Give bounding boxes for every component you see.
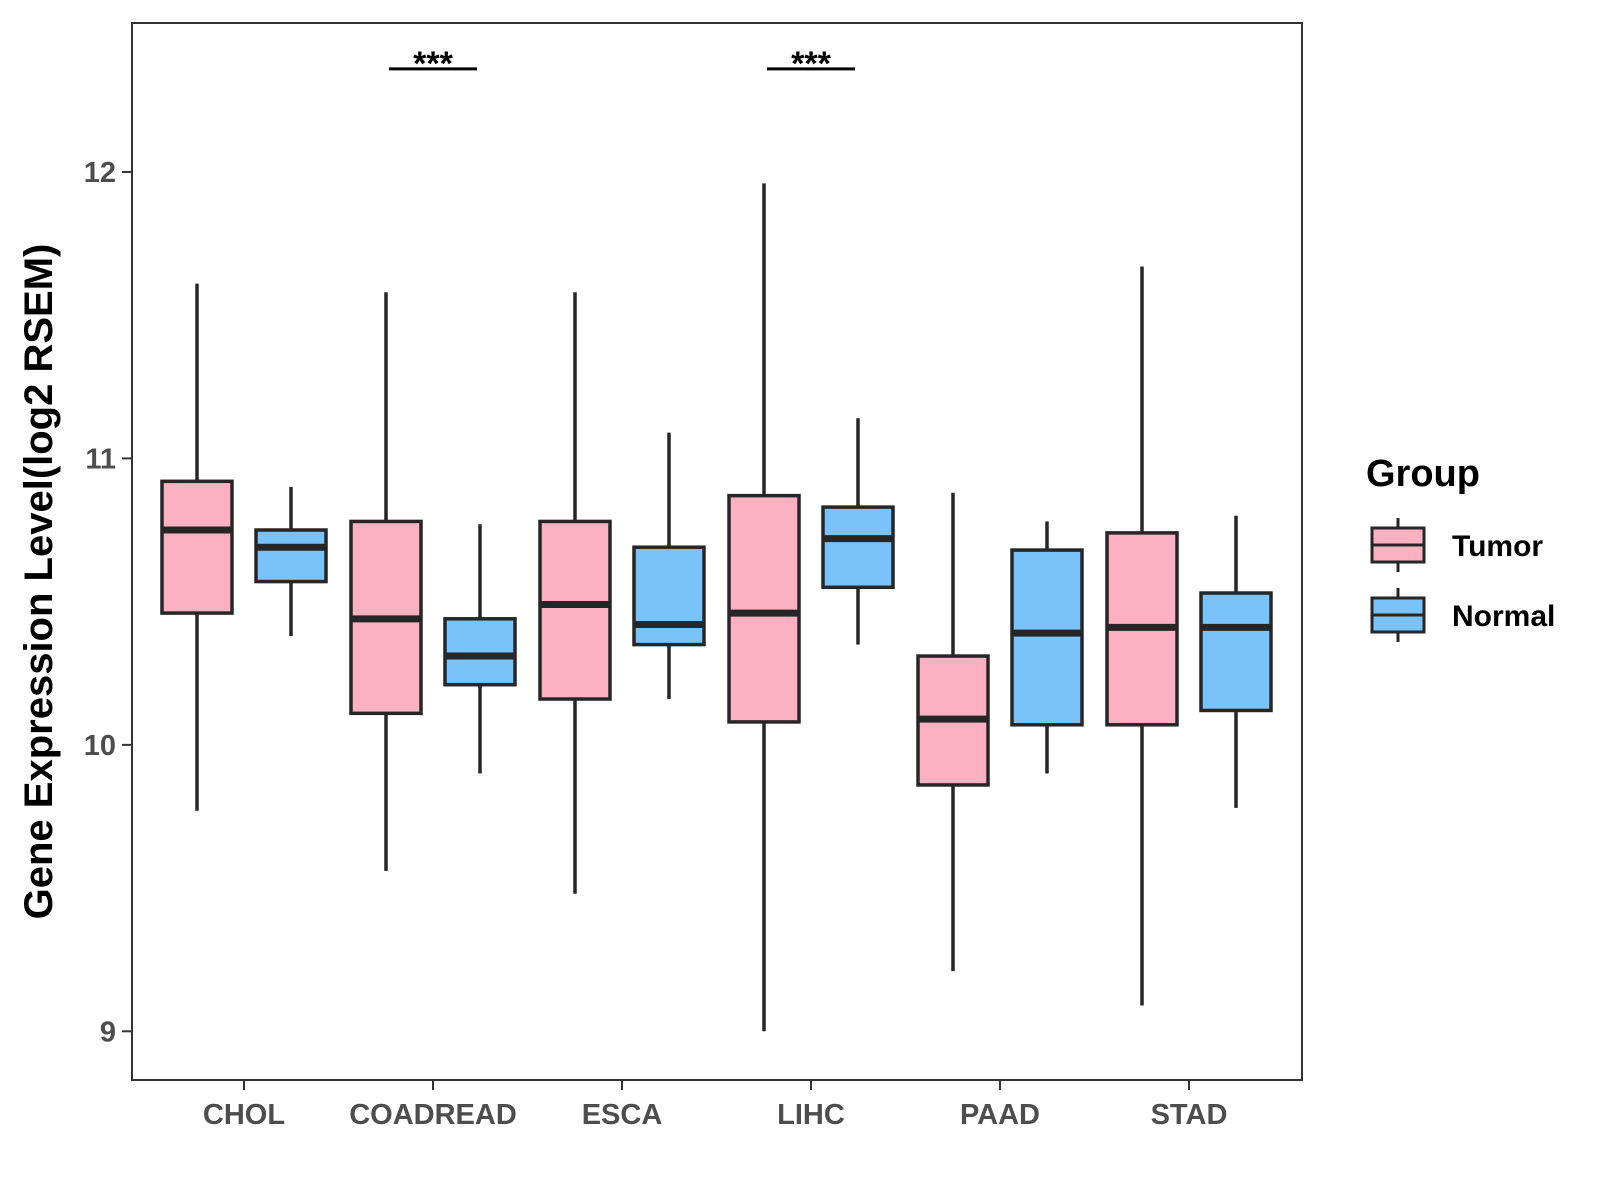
x-axis: CHOL COADREAD ESCA LIHC PAAD STAD	[203, 1080, 1227, 1131]
plot-area: *** ***	[160, 45, 1273, 1032]
x-tick-label-chol: CHOL	[203, 1099, 285, 1131]
y-axis-title: Gene Expression Level(log2 RSEM)	[17, 244, 61, 920]
box-tumor-lihc	[727, 183, 801, 1032]
legend-label-normal: Normal	[1452, 600, 1555, 633]
box-iqr	[1010, 548, 1084, 727]
box-normal-paad	[1010, 521, 1084, 774]
panel-border	[131, 22, 1303, 1081]
box-iqr	[632, 545, 706, 647]
x-tick-label-lihc: LIHC	[777, 1099, 845, 1131]
box-normal-coadread	[443, 524, 517, 774]
box-tumor-chol	[160, 283, 234, 811]
box-iqr	[538, 519, 612, 701]
legend: Group Tumor Normal	[1366, 453, 1555, 642]
box-iqr	[443, 617, 517, 687]
y-tick-label: 9	[100, 1016, 116, 1048]
box-iqr	[254, 528, 328, 584]
box-iqr	[821, 505, 895, 590]
box-iqr	[160, 479, 234, 615]
x-tick-label-esca: ESCA	[582, 1099, 663, 1131]
box-iqr	[727, 493, 801, 724]
y-axis: 9 10 11 12	[84, 157, 132, 1048]
significance-lihc: ***	[767, 45, 855, 83]
legend-item-tumor: Tumor	[1370, 518, 1543, 572]
significance-coadread: ***	[389, 45, 477, 83]
legend-label-tumor: Tumor	[1452, 530, 1543, 563]
significance-label: ***	[413, 45, 453, 83]
box-iqr	[1199, 591, 1273, 713]
x-tick-label-coadread: COADREAD	[349, 1099, 517, 1131]
legend-item-normal: Normal	[1370, 588, 1555, 642]
significance-label: ***	[791, 45, 831, 83]
box-normal-esca	[632, 432, 706, 700]
box-tumor-paad	[916, 492, 990, 972]
box-tumor-coadread	[349, 292, 423, 871]
y-tick-label: 10	[84, 730, 116, 762]
box-normal-lihc	[821, 418, 895, 645]
box-normal-chol	[254, 487, 328, 637]
x-tick-label-stad: STAD	[1151, 1099, 1228, 1131]
box-tumor-esca	[538, 292, 612, 894]
box-tumor-stad	[1105, 266, 1179, 1006]
legend-title: Group	[1366, 453, 1480, 495]
y-tick-label: 11	[85, 443, 116, 475]
box-normal-stad	[1199, 515, 1273, 808]
x-tick-label-paad: PAAD	[960, 1099, 1040, 1131]
y-tick-label: 12	[84, 157, 116, 189]
